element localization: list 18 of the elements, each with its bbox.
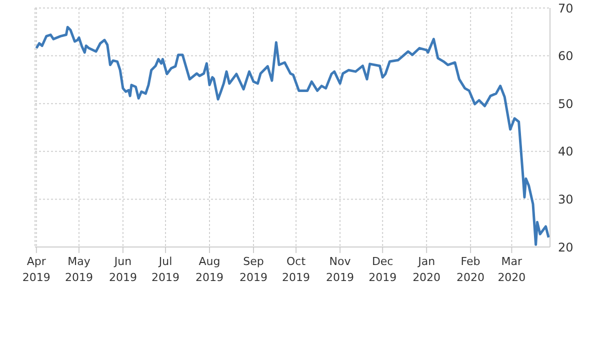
x-tick-label: Apr 2019 — [22, 255, 50, 284]
x-tick-label: Oct 2019 — [282, 255, 310, 284]
x-tick-label: Jan 2020 — [412, 255, 441, 284]
x-tick-label: Sep 2019 — [239, 255, 268, 284]
x-tick-label: Jul 2019 — [152, 255, 180, 284]
x-tick-label: Dec 2019 — [368, 255, 397, 284]
y-tick-label: 70 — [558, 1, 574, 16]
y-tick-label: 30 — [558, 192, 574, 206]
x-tick-label: Feb 2020 — [456, 255, 485, 284]
y-tick-label: 60 — [558, 49, 574, 64]
x-tick-label: Nov 2019 — [326, 255, 354, 284]
y-tick-label: 20 — [558, 240, 574, 254]
x-tick-label: Mar 2020 — [498, 255, 526, 284]
x-tick-label: Jun 2019 — [108, 255, 137, 284]
x-tick-label: Aug 2019 — [196, 255, 224, 284]
y-tick-label: 40 — [558, 144, 574, 159]
y-tick-label: 50 — [558, 96, 574, 111]
x-tick-label: May 2019 — [64, 255, 93, 284]
